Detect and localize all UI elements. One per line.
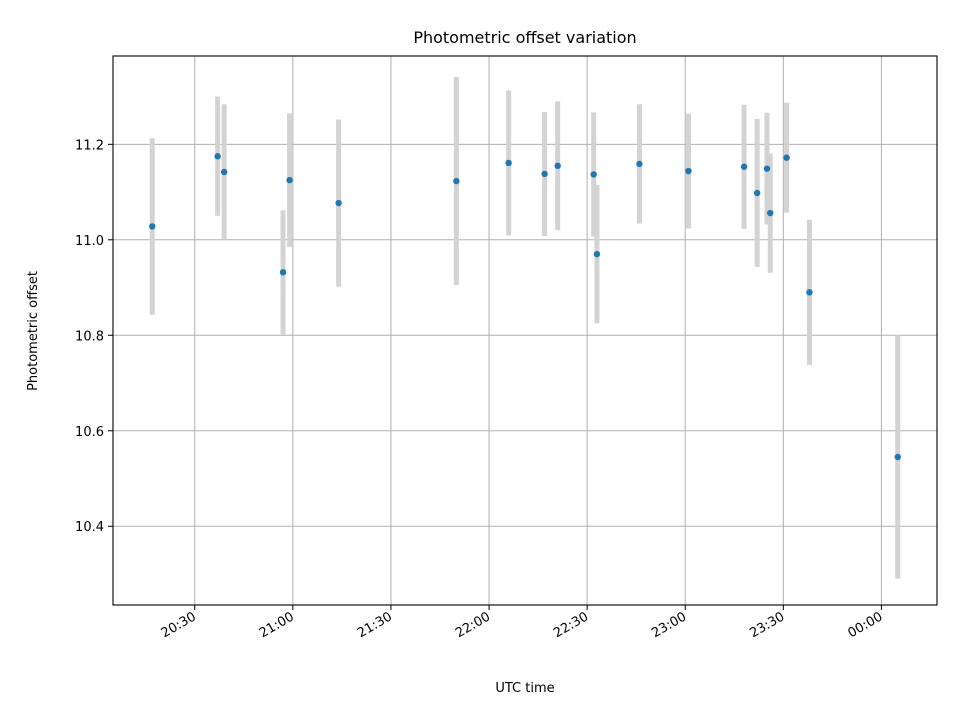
x-tick-label: 23:00 [649, 609, 689, 641]
y-axis-label: Photometric offset [26, 271, 41, 391]
y-axis: 10.4 10.6 10.8 11.0 11.2 [75, 138, 113, 535]
plot-frame [112, 55, 938, 606]
data-point [149, 223, 156, 230]
data-points [149, 153, 901, 461]
data-point [214, 153, 221, 160]
data-point [453, 177, 460, 185]
error-bars [149, 77, 901, 579]
data-point [541, 170, 548, 178]
x-tick-label: 22:00 [453, 609, 493, 641]
y-tick-label: 10.6 [75, 425, 104, 440]
data-point [740, 163, 748, 170]
x-tick-label: 21:30 [355, 609, 395, 641]
x-axis-label: UTC time [495, 681, 554, 696]
x-tick-label: 00:00 [845, 609, 885, 641]
data-point [763, 165, 771, 172]
data-point [286, 176, 293, 184]
data-point [505, 159, 512, 167]
data-point [279, 269, 287, 276]
data-point [335, 199, 342, 207]
x-tick-label: 22:30 [551, 609, 591, 641]
data-point [220, 168, 228, 176]
data-point [753, 189, 761, 197]
data-point [894, 453, 901, 461]
data-point [554, 162, 561, 169]
x-tick-label: 21:00 [257, 609, 297, 641]
data-point [767, 209, 774, 217]
y-tick-label: 11.2 [75, 138, 104, 153]
x-tick-label: 20:30 [159, 609, 199, 641]
data-point [685, 167, 692, 175]
chart-title: Photometric offset variation [413, 28, 636, 47]
data-point [806, 289, 813, 296]
data-point [590, 171, 597, 178]
y-tick-label: 11.0 [75, 234, 104, 249]
data-point [593, 250, 601, 258]
x-axis: 20:30 21:00 21:30 22:00 22:30 23:00 23:30 00:00 [159, 605, 885, 641]
y-tick-label: 10.4 [75, 520, 104, 535]
x-tick-label: 23:30 [747, 609, 787, 641]
data-point [783, 154, 790, 161]
grid [113, 56, 937, 605]
y-tick-label: 10.8 [75, 329, 104, 344]
data-point [636, 160, 643, 168]
